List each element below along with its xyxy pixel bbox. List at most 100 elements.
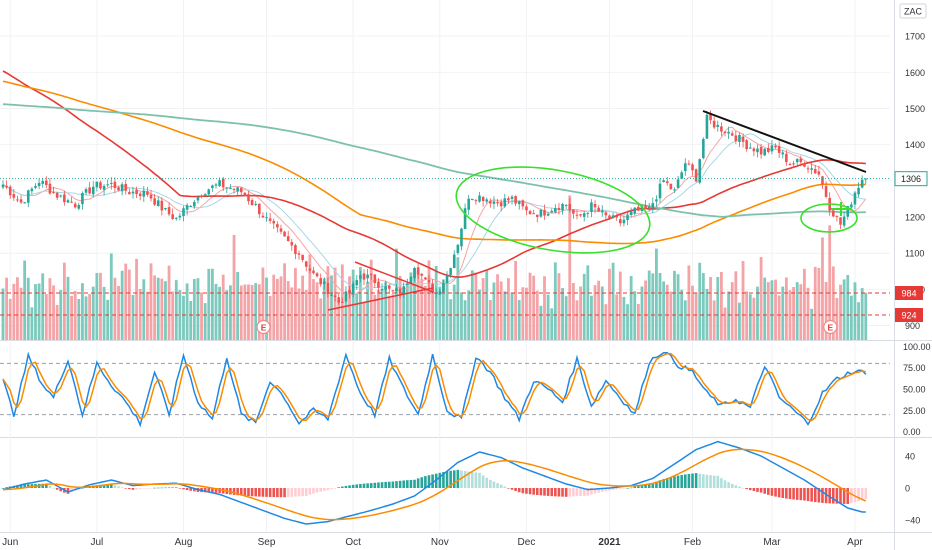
macd-panel[interactable] (1, 440, 868, 525)
candle-body (434, 293, 438, 295)
volume-bar (846, 274, 850, 340)
macd-tick-label: −40 (905, 516, 920, 526)
macd-histogram-bar (720, 478, 723, 488)
volume-level-label: 924 (901, 311, 916, 321)
candle-body (294, 245, 297, 255)
macd-histogram-bar (59, 488, 63, 492)
macd-histogram-bar (373, 482, 377, 488)
candle-body (236, 187, 239, 192)
candle-body (77, 204, 81, 209)
macd-tick-label: 40 (905, 452, 915, 462)
volume-bar (138, 288, 142, 340)
candle-body (55, 192, 59, 198)
macd-histogram-bar (716, 475, 720, 488)
macd-histogram-bar (308, 488, 312, 495)
macd-histogram-bar (322, 488, 326, 491)
macd-histogram-bar (658, 480, 662, 488)
macd-histogram-bar (774, 488, 777, 497)
candle-body (413, 267, 416, 279)
stoch-tick-label: 50.00 (903, 385, 926, 395)
volume-bar (1, 288, 5, 340)
candle-body (777, 146, 781, 153)
macd-histogram-bar (26, 484, 30, 488)
volume-bar (734, 271, 738, 340)
macd-histogram-bar (691, 473, 694, 488)
volume-bar (333, 267, 337, 340)
candle-body (471, 198, 474, 201)
volume-bar (521, 287, 525, 340)
macd-histogram-bar (597, 488, 600, 493)
volume-bar (405, 283, 409, 340)
volume-bar (59, 289, 63, 340)
candle-body (608, 215, 611, 219)
candle-body (312, 270, 315, 274)
macd-histogram-bar (550, 488, 554, 497)
candle-body (525, 206, 528, 211)
candle-body (73, 203, 77, 208)
volume-bar (600, 286, 604, 340)
time-axis[interactable]: Jun Jul Aug Sep Oct Nov Dec 2021 Feb Mar Apr (2, 537, 863, 548)
volume-bar (373, 294, 377, 340)
candle-body (694, 169, 698, 182)
time-tick-label: 2021 (598, 537, 621, 548)
volume-bar (759, 257, 763, 340)
candle-body (709, 114, 712, 121)
volume-bar (532, 275, 536, 340)
candle-body (676, 179, 680, 188)
candle-body (229, 188, 232, 190)
macd-histogram-bar (178, 488, 182, 489)
candle-body (510, 196, 514, 199)
candle-body (803, 163, 806, 167)
macd-histogram-bar (795, 488, 799, 500)
volume-bar (496, 274, 499, 340)
volume-bar (860, 288, 864, 340)
macd-histogram-bar (644, 484, 647, 488)
volume-bar (62, 262, 66, 340)
volume-bar (597, 280, 601, 340)
candle-body (853, 192, 857, 205)
candle-body (243, 192, 247, 196)
volume-bar (683, 300, 687, 340)
candle-body (113, 181, 117, 188)
candle-body (355, 280, 359, 286)
price-axis[interactable]: 9001000110012001300140015001600170098492… (894, 32, 931, 526)
time-tick-label: Dec (518, 537, 536, 548)
volume-bar (344, 295, 348, 340)
volume-bar (485, 270, 489, 340)
volume-bar (48, 278, 52, 340)
volume-bar (586, 265, 590, 340)
volume-bar (831, 266, 835, 340)
macd-histogram-bar (398, 480, 402, 488)
macd-histogram-bar (286, 488, 290, 498)
earnings-label: E (827, 323, 833, 333)
candle-body (211, 185, 214, 189)
candle-body (406, 284, 409, 286)
candle-body (359, 275, 362, 279)
earnings-icon[interactable] (823, 319, 838, 335)
candle-body (712, 120, 716, 128)
candle-body (290, 242, 294, 246)
macd-histogram-bar (525, 488, 528, 494)
macd-histogram-bar (99, 484, 102, 488)
volume-bar (149, 263, 153, 340)
candle-body (146, 191, 149, 195)
volume-bar (539, 305, 543, 340)
volume-bar (283, 263, 286, 340)
stochastic-panel[interactable] (0, 351, 890, 428)
candle-body (568, 203, 572, 211)
macd-histogram-bar (45, 483, 48, 488)
candle-body (297, 253, 301, 255)
macd-histogram-bar (496, 483, 499, 488)
volume-bar (593, 285, 597, 340)
candle-body (597, 207, 600, 212)
macd-histogram-bar (521, 488, 525, 494)
volume-bar (784, 277, 788, 340)
volume-bar (694, 292, 698, 340)
macd-histogram-bar (377, 482, 380, 488)
candle-body (792, 163, 795, 165)
volume-bar (795, 282, 799, 340)
earnings-icon[interactable] (256, 319, 271, 335)
candle-body (207, 189, 211, 195)
